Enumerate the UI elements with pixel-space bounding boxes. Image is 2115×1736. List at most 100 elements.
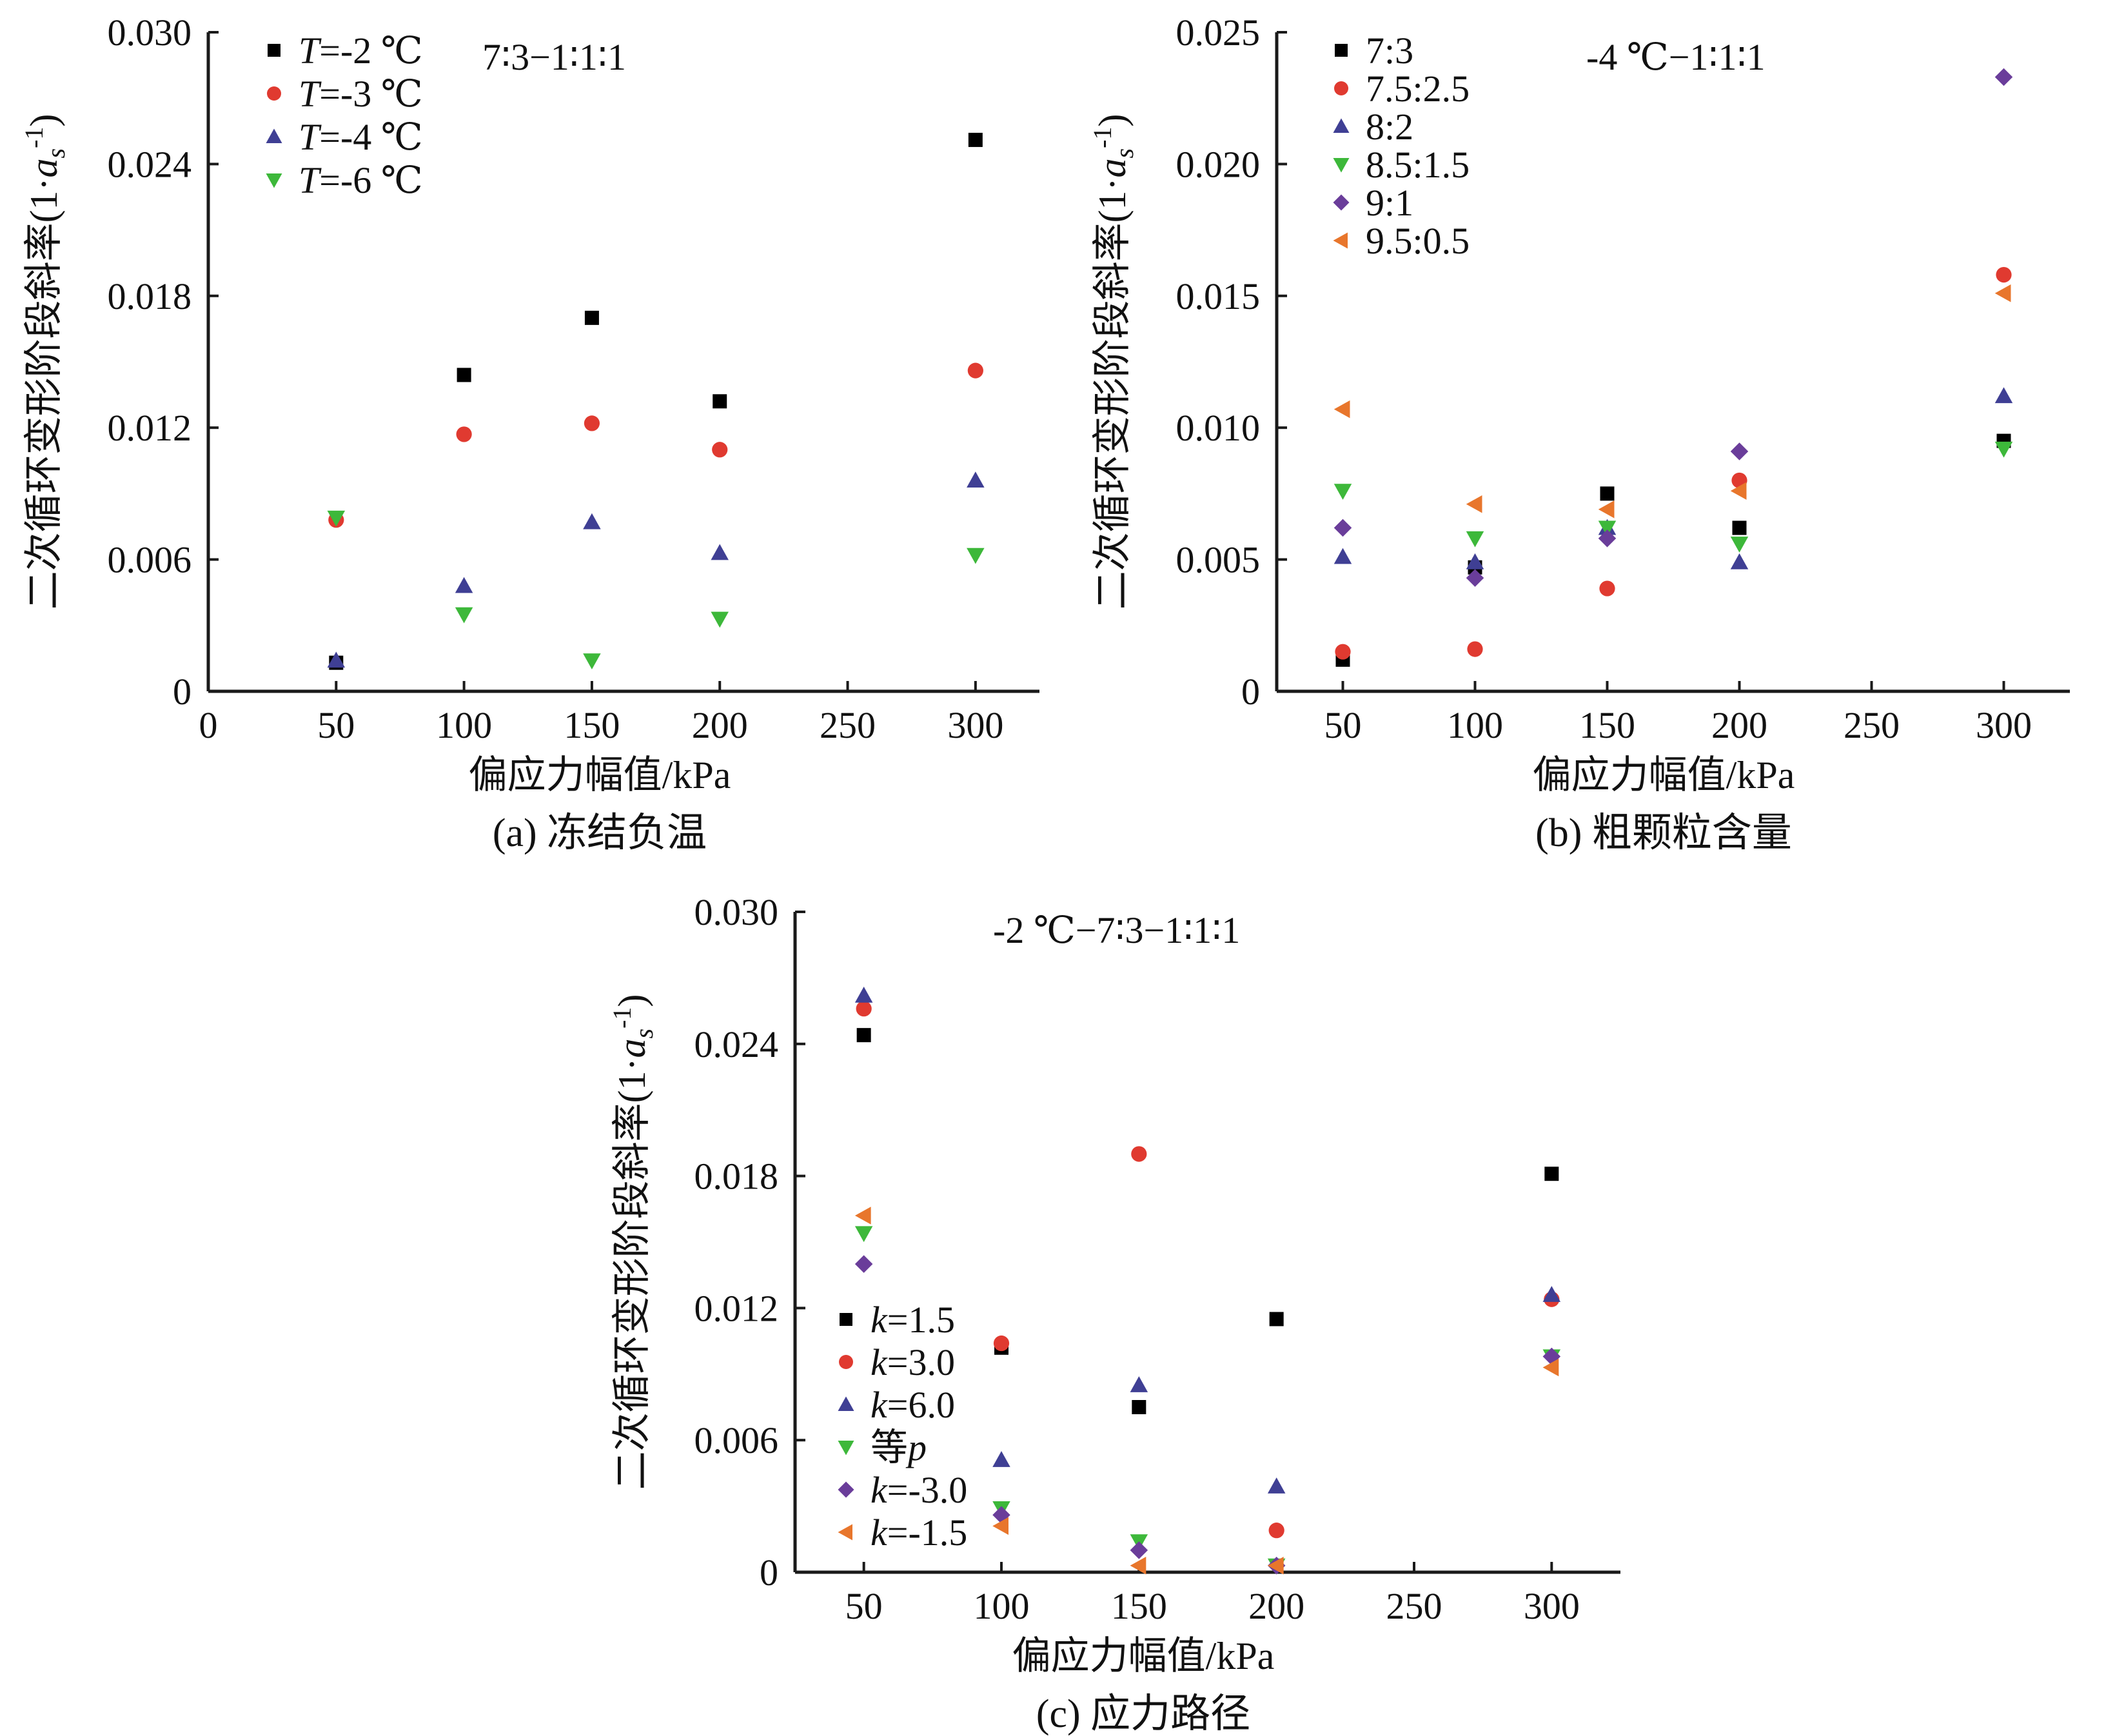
y-axis-title-text: 二次循环变形阶段斜率(1·	[23, 177, 65, 609]
data-point	[1730, 442, 1749, 460]
y-tick-label: 0.012	[108, 407, 192, 449]
data-point	[1542, 1358, 1559, 1377]
panel-c: 0 0.006 0.012 0.018 0.024 0.030 50 100 150 200 250…	[607, 891, 1620, 1736]
data-point	[993, 1335, 1010, 1352]
x-tick-label: 250	[820, 704, 876, 746]
data-point	[1130, 1557, 1146, 1575]
legend-label-text: 9.5:0.5	[1366, 220, 1470, 262]
series-1	[329, 132, 983, 670]
y-axis-title-text: 二次循环变形阶段斜率(1·	[1091, 177, 1134, 609]
legend-label-text: 8.5:1.5	[1366, 144, 1470, 186]
data-point	[1267, 1477, 1286, 1494]
data-point	[992, 1451, 1010, 1467]
legend-label-text: =1.5	[887, 1299, 955, 1341]
data-point	[967, 547, 985, 564]
condition-annotation: -4 ℃−1∶1∶1	[1586, 36, 1766, 78]
data-point	[1333, 400, 1350, 419]
data-point	[967, 471, 985, 488]
legend-marker	[1334, 81, 1348, 95]
legend-label-text: =-1.5	[887, 1512, 968, 1554]
y-axis-title-symbol: a	[1091, 158, 1134, 177]
y-tick-label: 0.020	[1176, 143, 1261, 185]
y-axis-title: 二次循环变形阶段斜率(1·as-1)	[19, 114, 70, 610]
data-point	[583, 653, 601, 670]
legend-marker	[268, 44, 280, 57]
x-axis-title: 偏应力幅值/kPa	[469, 754, 731, 796]
y-axis-title-sub: s	[629, 1029, 658, 1039]
data-point	[711, 544, 729, 560]
data-point	[1732, 520, 1747, 535]
series-3	[1333, 387, 2013, 569]
y-tick-label: 0.012	[694, 1287, 779, 1329]
legend-label: k=-3.0	[871, 1469, 967, 1511]
data-point	[327, 510, 346, 527]
legend-label-text: 8:2	[1366, 106, 1413, 148]
legend-label-text: =-2 ℃	[319, 30, 422, 72]
y-axis-title-close: )	[611, 994, 653, 1007]
y-tick-label: 0.024	[108, 143, 192, 185]
data-point	[1269, 1312, 1284, 1327]
x-tick-label: 300	[1524, 1585, 1580, 1627]
legend-label-text: =-3.0	[887, 1469, 968, 1511]
data-point	[1600, 486, 1615, 501]
data-point	[455, 607, 473, 624]
data-point	[1598, 520, 1617, 537]
legend-label: k=-1.5	[871, 1512, 967, 1554]
legend-marker	[1333, 118, 1350, 133]
y-tick-label: 0.018	[108, 275, 192, 317]
x-tick-label: 200	[1711, 704, 1767, 746]
y-axis-title-sup: -1	[1088, 127, 1117, 148]
y-axis-title-close: )	[1091, 114, 1134, 127]
x-tick-label: 150	[1579, 704, 1635, 746]
data-point	[854, 1207, 871, 1225]
data-point	[856, 1028, 871, 1043]
legend-marker	[839, 1355, 853, 1369]
x-tick-label: 200	[1248, 1585, 1304, 1627]
y-axis-title: 二次循环变形阶段斜率(1·as-1)	[607, 994, 658, 1490]
data-point	[1996, 266, 2012, 283]
legend-marker	[266, 128, 282, 143]
data-point	[1598, 529, 1617, 547]
legend-marker	[1333, 232, 1348, 249]
legend-label-symbol: T	[299, 30, 322, 72]
data-point	[327, 651, 346, 668]
legend-label-symbol: k	[871, 1341, 888, 1383]
y-tick-label: 0	[760, 1552, 778, 1593]
data-point	[1730, 537, 1749, 553]
data-point	[1333, 484, 1352, 500]
legend-marker	[1333, 158, 1350, 173]
y-tick-label: 0	[173, 671, 192, 713]
x-tick-label: 250	[1386, 1585, 1442, 1627]
data-point	[1994, 441, 2013, 458]
x-axis-title: 偏应力幅值/kPa	[1533, 754, 1795, 796]
data-point	[1598, 500, 1615, 518]
series-2	[1335, 266, 2012, 660]
series-2	[856, 1001, 1560, 1539]
data-point	[1333, 518, 1352, 537]
y-tick-label: 0.010	[1176, 407, 1261, 449]
legend-marker	[1333, 194, 1350, 211]
y-axis-title-close: )	[23, 114, 65, 127]
data-point	[1466, 569, 1484, 587]
panel-caption: (c) 应力路径	[1036, 1692, 1250, 1736]
legend-marker	[838, 1441, 854, 1455]
y-axis-title-symbol: a	[23, 158, 65, 177]
y-tick-label: 0.030	[108, 12, 192, 54]
x-axis-title: 偏应力幅值/kPa	[1012, 1635, 1275, 1677]
data-point	[1333, 547, 1352, 564]
data-point	[584, 415, 600, 431]
data-point	[1130, 1376, 1148, 1392]
data-point	[1994, 68, 2013, 86]
data-point	[1730, 553, 1749, 569]
series-2	[328, 362, 983, 528]
legend-label: 9.5:0.5	[1366, 220, 1470, 262]
x-tick-label: 0	[199, 704, 218, 746]
legend-label: T=-3 ℃	[299, 73, 423, 115]
data-point	[1131, 1146, 1147, 1162]
legend-label-text: =-6 ℃	[319, 159, 422, 201]
data-point	[1466, 495, 1482, 513]
x-tick-label: 300	[1976, 704, 2032, 746]
legend-marker	[838, 1396, 854, 1411]
legend-marker	[840, 1313, 852, 1326]
legend-marker	[1335, 44, 1348, 57]
